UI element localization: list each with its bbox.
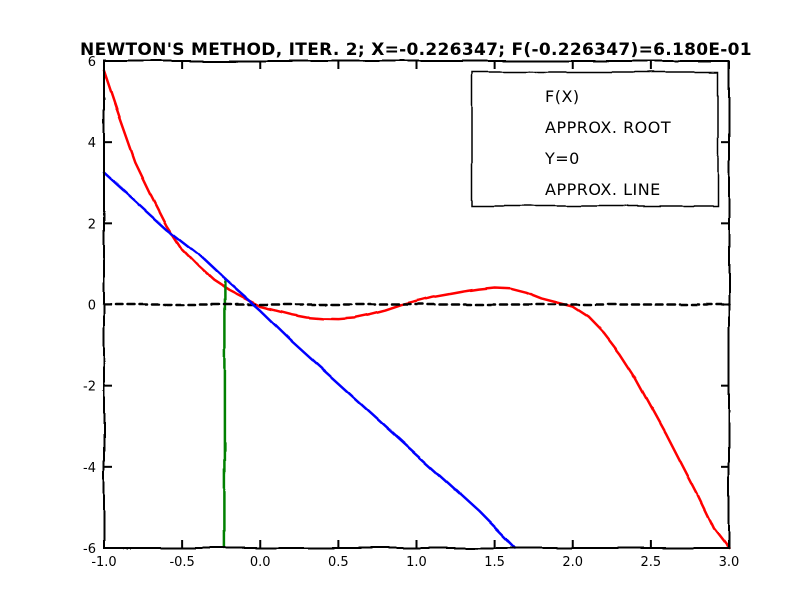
y-tick-label: 4 <box>88 136 96 151</box>
axis-ticks: -1.0 -0.5 0.0 0.5 1.0 1.5 2.0 2.5 3.0 -6 -4 -2 0 2 4 6 <box>83 55 739 570</box>
legend-label-3: approx. line <box>545 180 661 199</box>
legend: f(x) approx. root y=0 approx. line <box>471 71 719 207</box>
y-tick-label: -2 <box>83 380 96 395</box>
x-tick-label: -1.0 <box>91 555 116 570</box>
x-tick-label: -0.5 <box>169 555 194 570</box>
x-tick-label: 3.0 <box>719 555 740 570</box>
x-tick-label: 2.0 <box>562 555 583 570</box>
y-tick-label: -4 <box>83 461 96 476</box>
y-tick-label: 0 <box>88 299 96 314</box>
x-tick-label: 1.5 <box>484 555 505 570</box>
y-tick-label: -6 <box>83 542 96 557</box>
y-tick-label: 6 <box>88 55 96 70</box>
series-layer <box>102 69 731 550</box>
x-tick-label: 0.0 <box>250 555 271 570</box>
series-line-0 <box>102 69 731 550</box>
legend-box <box>471 71 719 207</box>
x-tick-label: 2.5 <box>641 555 662 570</box>
x-tick-label: 0.5 <box>328 555 349 570</box>
chart-title: NEWTON'S METHOD, ITER. 2; x=-0.226347; f… <box>80 40 752 60</box>
legend-label-1: approx. root <box>545 118 671 137</box>
x-tick-label: 1.0 <box>406 555 427 570</box>
legend-label-0: f(x) <box>545 87 580 106</box>
legend-label-2: y=0 <box>544 149 580 168</box>
series-line-3 <box>102 171 517 550</box>
y-tick-label: 2 <box>88 217 96 232</box>
